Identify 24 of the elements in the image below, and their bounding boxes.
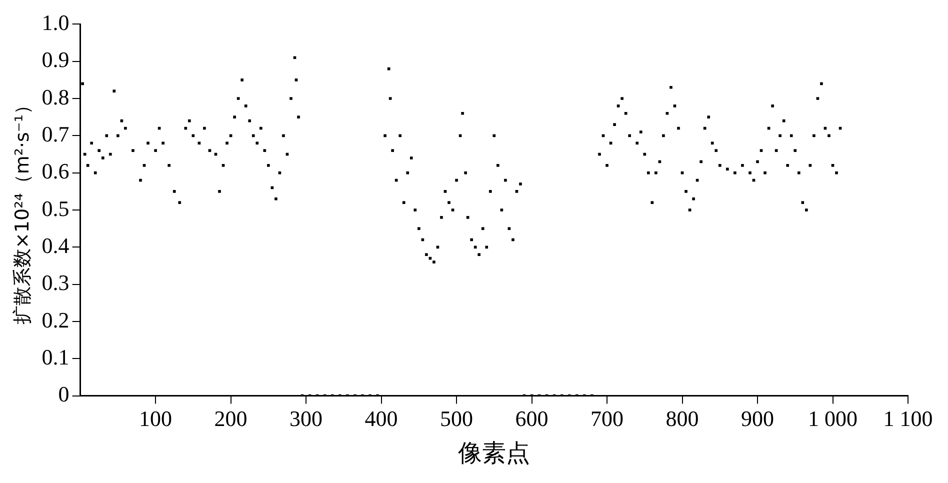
- x-tick-label: 100: [139, 406, 172, 431]
- y-tick-label: 0.8: [42, 84, 70, 110]
- y-tick-label: 0.5: [42, 196, 70, 221]
- y-axis-title: 扩散系数×10²⁴（m²·s⁻¹）: [11, 95, 34, 325]
- y-tick-label: 0.2: [42, 307, 70, 332]
- y-tick-label: 0.7: [42, 121, 70, 146]
- x-tick-label: 1 100: [883, 406, 933, 431]
- x-tick-label: 900: [741, 406, 774, 431]
- x-axis-title: 像素点: [458, 438, 530, 467]
- y-tick-label: 0.3: [42, 270, 70, 296]
- x-tick-label: 400: [364, 406, 398, 431]
- y-tick-label: 0.6: [42, 158, 70, 184]
- x-tick-label: 500: [440, 406, 474, 431]
- y-tick-label: 1.0: [42, 10, 70, 35]
- x-tick-label: 800: [666, 406, 699, 431]
- y-tick-label: 0.1: [42, 344, 70, 370]
- y-tick-label: 0.9: [42, 47, 70, 72]
- x-tick-label: 200: [214, 406, 248, 431]
- x-tick-label: 1 000: [808, 406, 858, 431]
- x-tick-label: 700: [590, 406, 624, 431]
- x-tick-label: 600: [515, 406, 548, 431]
- x-tick-label: 300: [290, 406, 323, 431]
- y-tick-label: 0: [58, 382, 70, 407]
- y-tick-label: 0.4: [42, 232, 70, 258]
